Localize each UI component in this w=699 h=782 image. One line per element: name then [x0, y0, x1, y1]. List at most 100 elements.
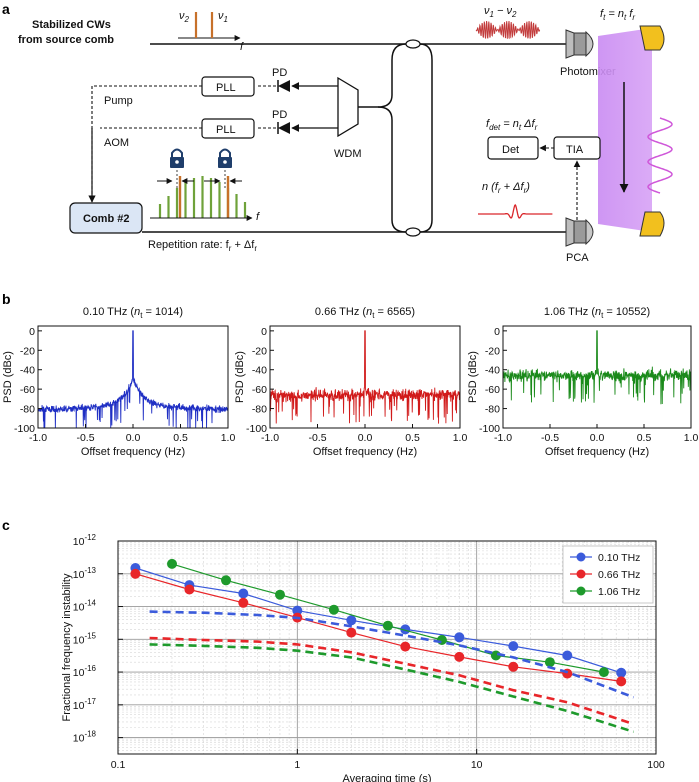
- panel-b-label: b: [2, 291, 11, 307]
- source-line2: from source comb: [18, 34, 114, 46]
- psd-xtick: -1.0: [261, 432, 279, 444]
- allan-point: [184, 584, 195, 595]
- coupler-bottom: [405, 227, 421, 237]
- psd-ytick: -20: [252, 345, 267, 357]
- svg-text:PD: PD: [272, 67, 287, 79]
- wdm-label: WDM: [334, 148, 362, 160]
- comb2-box: [69, 202, 143, 234]
- psd-ytick: -80: [252, 404, 267, 416]
- fdet-label: fdet = nt Δfr: [486, 118, 538, 132]
- psd-xlabel: Offset frequency (Hz): [81, 446, 185, 458]
- allan-xtick: 10: [471, 759, 483, 771]
- panel-a-label: a: [2, 1, 10, 17]
- allan-point: [346, 627, 357, 638]
- panel-c: c 10-12 10-13 10-14 10-15 10-16 10-17 10-18 0.1…: [2, 517, 665, 782]
- psd-trace: [269, 330, 461, 424]
- offset-arrows: [157, 170, 242, 190]
- source-line1: Stabilized CWs: [32, 19, 111, 31]
- psd-xtick: 0.0: [126, 432, 141, 444]
- psd-ytick: -60: [252, 384, 267, 396]
- psd-xtick: 1.0: [684, 432, 699, 444]
- beat-label: ν1 − ν2: [484, 5, 517, 19]
- psd-ytick: -20: [485, 345, 500, 357]
- comb2-label: Comb #2: [83, 213, 129, 225]
- psd-xtick: -0.5: [541, 432, 559, 444]
- allan-point: [616, 667, 627, 678]
- allan-point: [436, 635, 447, 645]
- thz-waveform: [647, 117, 673, 194]
- pca-dome: [585, 218, 594, 246]
- det-label: Det: [502, 144, 519, 156]
- allan-ytick: 10-16: [73, 664, 97, 679]
- psd-title: 0.10 THz (nt = 1014): [83, 306, 183, 320]
- psd-ytick: -80: [20, 404, 35, 416]
- allan-xtick: 0.1: [111, 759, 126, 771]
- allan-frame: [117, 540, 657, 755]
- psd-xtick: 0.5: [637, 432, 652, 444]
- pll-bottom-label: PLL: [216, 124, 236, 136]
- n-label: n (fr + Δfr): [482, 181, 530, 195]
- pd-top: PD: [272, 67, 290, 92]
- psd-xtick: 0.5: [173, 432, 188, 444]
- allan-point: [454, 632, 465, 643]
- allan-line: [135, 567, 622, 674]
- allan-ytick: 10-12: [73, 533, 97, 548]
- photomixer-lens: [565, 29, 575, 59]
- pd-bottom: PD: [272, 109, 290, 134]
- pca-lens: [565, 217, 575, 247]
- allan-series: [167, 558, 609, 678]
- pca-label: PCA: [566, 252, 589, 264]
- allan-point: [454, 651, 465, 662]
- allan-point: [400, 624, 411, 635]
- psd-ytick: -40: [485, 365, 500, 377]
- beat-waveform: [475, 21, 541, 40]
- allan-xlabel: Averaging time (s): [342, 773, 431, 782]
- lock-icon-1: [170, 148, 184, 168]
- allan-legend-entry: 1.06 THz: [598, 586, 640, 598]
- psd-ytick: 0: [494, 326, 500, 338]
- pll-top-label: PLL: [216, 82, 236, 94]
- psd-xlabel: Offset frequency (Hz): [545, 446, 649, 458]
- allan-legend: 0.10 THz 0.66 THz 1.06 THz: [562, 545, 654, 604]
- allan-line: [171, 563, 605, 673]
- aom-label: AOM: [104, 137, 129, 149]
- allan-series: [149, 643, 634, 734]
- psd-ytick: 0: [261, 326, 267, 338]
- nu1-label: ν1: [218, 10, 228, 24]
- allan-dashed-line: [149, 636, 635, 726]
- rep-rate-label: Repetition rate: fr + Δfr: [148, 239, 257, 253]
- allan-point: [544, 657, 555, 668]
- allan-ytick: 10-15: [73, 631, 97, 646]
- det-box: [487, 136, 539, 160]
- psd-ytick: -100: [479, 423, 500, 435]
- psd-xtick: -0.5: [308, 432, 326, 444]
- allan-point: [238, 597, 249, 608]
- allan-line: [135, 573, 622, 682]
- psd-xtick: 1.0: [221, 432, 236, 444]
- allan-ylabel: Fractional frequency instability: [61, 573, 73, 721]
- f-axis-label: f: [240, 41, 244, 53]
- psd-xtick: 1.0: [453, 432, 468, 444]
- ft-label: ft = nt fr: [600, 8, 635, 22]
- psd-chart-2: 0.66 THz (nt = 6565) 0 -20 -40 -60 -80 -100-1.…: [234, 306, 467, 458]
- psd-xtick: 0.0: [590, 432, 605, 444]
- photomixer-dome: [585, 30, 594, 58]
- allan-point: [562, 650, 573, 661]
- allan-dashed-line: [149, 610, 635, 699]
- psd-xtick: -1.0: [29, 432, 47, 444]
- psd-xtick: 0.5: [405, 432, 420, 444]
- psd-ytick: -100: [14, 423, 35, 435]
- allan-point: [508, 641, 519, 652]
- allan-point: [275, 589, 285, 600]
- allan-point: [382, 620, 393, 631]
- allan-point: [346, 615, 357, 626]
- psd-ytick: -40: [20, 365, 35, 377]
- psd-ytick: -60: [20, 384, 35, 396]
- tia-label: TIA: [566, 144, 584, 156]
- allan-dashed-line: [149, 643, 634, 734]
- branch-right-top: [419, 43, 433, 233]
- allan-point: [292, 605, 303, 616]
- allan-ytick: 10-17: [73, 697, 97, 712]
- psd-trace: [37, 330, 229, 429]
- wdm-branch-bottom: [377, 106, 407, 233]
